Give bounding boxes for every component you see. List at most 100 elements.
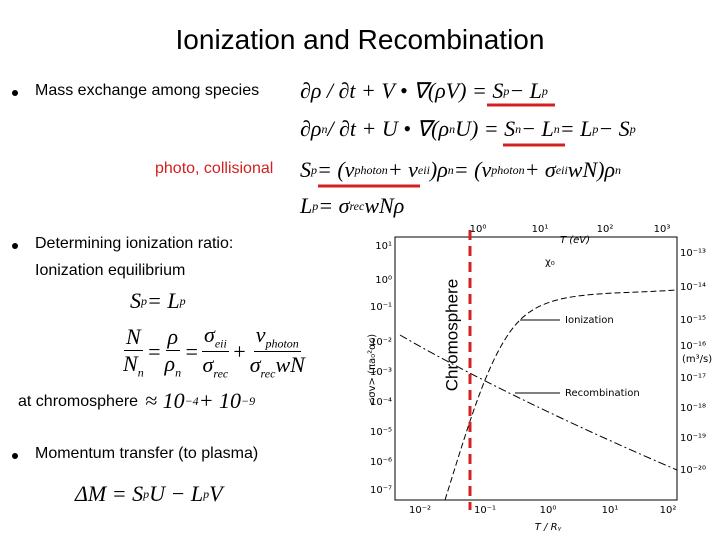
tick-label: 10⁻⁷ — [370, 485, 392, 496]
eq-text: σ — [202, 352, 214, 378]
eq-text: ≈ 10 — [145, 388, 185, 413]
eq-text: V — [209, 481, 223, 506]
denominator: Nn — [123, 351, 144, 380]
equation: ≈ 10 −4 + 10 −9 — [145, 388, 255, 414]
tick-label: 10⁻⁵ — [370, 427, 392, 438]
eq-text: U − L — [149, 481, 204, 506]
tick-label: 10⁻¹³ — [680, 248, 706, 259]
tick-label: 10⁻¹ — [370, 302, 392, 313]
eq-subscript: p — [311, 162, 317, 177]
eq-text: = — [184, 338, 199, 364]
note: at chromosphere — [18, 393, 139, 410]
eq-text: = (ν — [317, 157, 355, 182]
eq-subscript: n — [553, 121, 560, 136]
eq-text: ρ — [164, 350, 176, 376]
eq-text: + — [231, 338, 247, 364]
eq-subscript: rec — [260, 366, 276, 381]
plot-frame — [394, 236, 678, 501]
bullet-text: Determining ionization ratio: — [35, 235, 234, 252]
eq-subscript: rec — [349, 198, 365, 213]
eq-subscript: n — [175, 365, 182, 380]
eq-text: − L — [509, 78, 542, 103]
eq-text: S — [130, 288, 141, 313]
eq-subscript: p — [541, 83, 548, 98]
eq-subscript: photon — [491, 162, 525, 177]
marker-label: Chromosphere — [442, 279, 461, 391]
tick-label: 10¹ — [532, 224, 549, 235]
eq-subscript: p — [141, 293, 147, 308]
eq-subscript: n — [449, 121, 456, 136]
eq-text: L — [300, 193, 313, 218]
eq-text: + σ — [524, 157, 556, 182]
axis-label: (m³/s) — [682, 354, 712, 365]
eq-text: )ρ — [429, 157, 448, 182]
eq-text: wN)ρ — [567, 157, 616, 182]
eq-subscript: p — [503, 83, 510, 98]
note: Ionization equilibrium — [35, 262, 186, 279]
eq-subscript: p — [179, 293, 186, 308]
eq-text: ν — [255, 322, 266, 347]
eq-text: = (ν — [453, 157, 492, 182]
eq-subscript: eii — [417, 162, 430, 177]
tick-label: 10⁰ — [540, 505, 557, 516]
eq-text: ΔM = S — [75, 481, 144, 506]
eq-text: U) = S — [455, 116, 516, 141]
eq-text: + ν — [387, 157, 418, 182]
eq-superscript: −9 — [241, 393, 256, 408]
eq-subscript: n — [137, 365, 144, 380]
fraction: N Nn — [123, 324, 144, 380]
tick-label: 10¹ — [602, 505, 619, 516]
numerator: νphoton — [253, 322, 301, 353]
tick-label: 10⁻⁶ — [370, 457, 392, 468]
eq-text: wN — [275, 352, 305, 378]
tick-label: 10⁻¹⁵ — [680, 315, 706, 326]
axis-label: <σv> (πa₀²αc) — [367, 334, 378, 406]
tick-label: 10² — [660, 505, 677, 516]
tick-label: 10⁻²⁰ — [680, 465, 706, 476]
axis-label: T / Rᵧ — [535, 522, 562, 533]
numerator: ρ — [165, 323, 181, 351]
eq-superscript: −4 — [184, 393, 199, 408]
eq-text: − S — [598, 116, 630, 141]
eq-subscript: p — [312, 198, 319, 213]
eq-text: ∂ρ — [300, 116, 322, 141]
fraction: ρ ρn — [165, 324, 182, 380]
tick-label: 10⁻² — [409, 505, 431, 516]
note: photo, collisional — [155, 160, 274, 177]
eq-subscript: n — [321, 121, 328, 136]
tick-label: 10⁻¹⁴ — [680, 282, 706, 293]
title: Ionization and Recombination — [175, 24, 545, 55]
eq-text: + 10 — [198, 388, 242, 413]
eq-subscript: n — [515, 121, 522, 136]
eq-text: ∂ρ / ∂t + V • ∇(ρV) = S — [300, 78, 504, 103]
numerator: N — [124, 324, 143, 351]
eq-subscript: p — [629, 121, 636, 136]
tick-label: 10⁻¹⁹ — [680, 433, 706, 444]
eq-subscript: p — [203, 486, 210, 501]
eq-text: = — [146, 338, 162, 364]
tick-label: 10⁻¹⁶ — [680, 341, 706, 352]
tick-label: 10² — [597, 224, 614, 235]
eq-text: N — [123, 350, 138, 376]
fraction: νphoton σrecwN — [250, 322, 305, 382]
eq-subscript: rec — [213, 366, 229, 381]
tick-label: 10⁰ — [375, 275, 392, 286]
axis-label: T (eV) — [560, 235, 590, 246]
numerator: σeii — [201, 322, 229, 353]
eq-subscript: n — [447, 162, 454, 177]
tick-label: 10⁻¹⁷ — [680, 373, 706, 384]
eq-subscript: p — [592, 121, 599, 136]
eq-text: σ — [203, 322, 215, 347]
curve-label: Ionization — [565, 315, 614, 326]
eq-text: ρ — [167, 323, 179, 349]
eq-subscript: photon — [354, 162, 388, 177]
eq-subscript: eii — [555, 162, 568, 177]
eq-text: σ — [249, 352, 261, 378]
eq-subscript: eii — [214, 336, 227, 351]
tick-label: 10⁻⁴ — [370, 397, 392, 408]
